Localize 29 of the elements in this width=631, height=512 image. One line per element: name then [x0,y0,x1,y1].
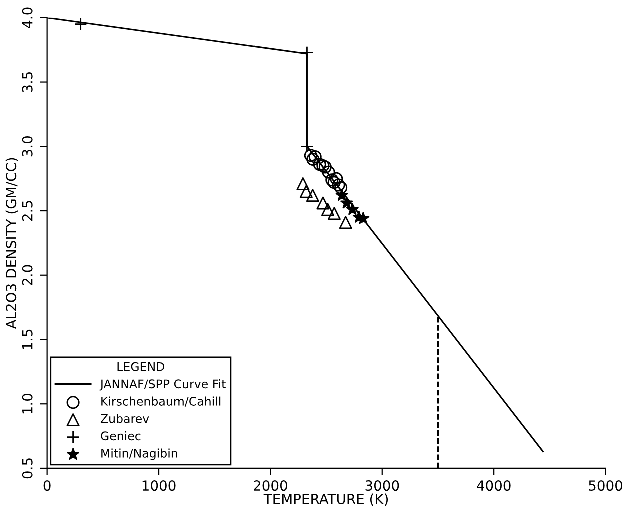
point [339,216,352,230]
x-tick-label: 0 [44,480,51,492]
x-axis-title: TEMPERATURE (K) [264,494,388,506]
y-tick-label: 2.5 [22,201,33,222]
x-tick-label: 4000 [477,480,511,492]
legend-label: Mitin/Nagibin [102,448,178,460]
point [316,196,330,210]
point [321,203,334,216]
y-tick-label: 0.5 [22,458,33,479]
y-tick-label: 3.5 [22,72,33,92]
legend-label: JANNAF/SPP Curve Fit [100,379,226,391]
y-tick-label: 4.0 [22,8,33,28]
x-tick-label: 3000 [366,480,400,492]
y-tick-label: 1.5 [22,330,33,350]
legend-label: Zubarev [100,414,150,424]
point [296,177,310,190]
point [306,189,320,202]
y-axis-title: AL2O3 DENSITY (GM/CC) [6,158,18,330]
x-tick-label: 5000 [589,480,623,492]
y-tick-label: 1.0 [22,394,33,414]
legend-title: LEGEND [118,362,164,372]
legend-label: Kirschenbaum/Cahill [102,396,221,407]
point [328,207,341,220]
y-tick-label: 3.0 [22,136,33,157]
legend-label: Geniec [101,431,141,441]
x-tick-label: 1000 [142,480,176,492]
x-tick-label: 2000 [254,480,288,492]
y-tick-label: 2.0 [22,265,33,286]
point [300,185,313,198]
